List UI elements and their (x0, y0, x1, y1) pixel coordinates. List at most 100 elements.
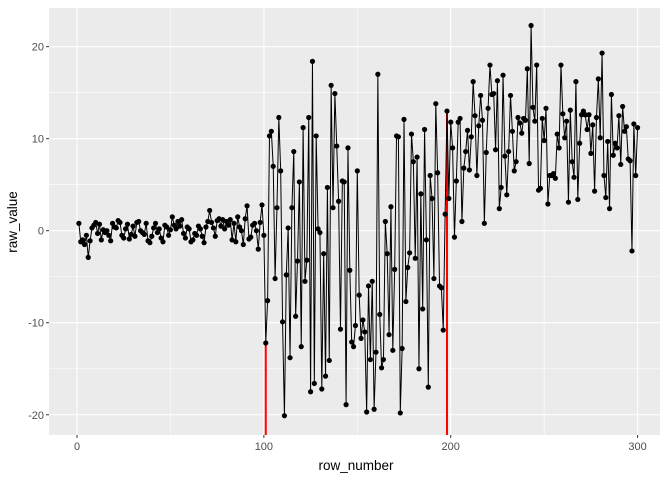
data-point (270, 163, 276, 169)
data-point (210, 225, 217, 231)
data-point (272, 275, 278, 282)
data-point (227, 217, 233, 223)
data-point (194, 232, 200, 238)
data-point (502, 153, 508, 159)
data-point (472, 113, 478, 119)
data-point (397, 410, 403, 416)
data-point (334, 143, 340, 149)
data-point (410, 159, 416, 165)
data-point (403, 298, 409, 305)
data-point (629, 248, 635, 254)
data-point (130, 223, 136, 229)
data-point (623, 124, 629, 130)
data-point (524, 66, 530, 72)
data-point (390, 347, 396, 353)
gridlines (49, 8, 660, 435)
data-point (203, 224, 209, 230)
data-point (356, 292, 362, 298)
data-point (565, 199, 572, 205)
tick-labels: 0 100 200 300 -20 -10 0 10 20 (28, 42, 647, 453)
data-point (481, 220, 487, 226)
data-point (418, 191, 424, 197)
data-point (76, 220, 82, 226)
x-axis-title: row_number (318, 458, 394, 473)
data-point (207, 207, 213, 214)
data-point (500, 72, 506, 78)
data-point (601, 172, 607, 179)
data-point (326, 357, 332, 364)
data-point (483, 149, 489, 156)
data-point (504, 192, 510, 198)
data-point (534, 62, 540, 68)
data-point (358, 335, 364, 341)
data-point (354, 168, 360, 174)
data-point (592, 188, 598, 194)
data-point (300, 125, 306, 131)
data-point (449, 145, 456, 151)
data-point (577, 140, 583, 146)
data-point (478, 92, 484, 99)
data-point (251, 220, 258, 226)
data-point (429, 195, 435, 202)
data-point (311, 380, 317, 387)
data-point (328, 82, 334, 88)
data-point (571, 174, 577, 180)
x-tick-label: 100 (255, 441, 273, 453)
data-point (605, 138, 611, 145)
data-point (317, 229, 323, 236)
data-point (83, 232, 89, 238)
data-point (431, 275, 437, 282)
data-point (186, 226, 192, 232)
data-point (124, 221, 131, 227)
data-point (268, 128, 274, 134)
y-tick-label: -10 (28, 318, 44, 330)
y-axis-title: raw_value (5, 191, 20, 253)
data-point (444, 108, 450, 114)
data-point (341, 179, 347, 185)
data-point (279, 319, 286, 325)
data-point (463, 148, 469, 155)
data-point (96, 221, 103, 227)
data-point (407, 250, 413, 256)
data-point (113, 225, 119, 231)
data-point (160, 239, 166, 245)
data-point (337, 326, 344, 332)
y-tick-label: 0 (38, 226, 44, 238)
data-point (522, 117, 529, 123)
data-point (550, 171, 557, 177)
data-point (464, 127, 471, 133)
data-point (169, 214, 175, 220)
data-point (539, 115, 545, 122)
data-point (285, 225, 291, 231)
data-point (556, 145, 562, 151)
data-point (487, 62, 493, 68)
data-point (276, 114, 282, 121)
data-point (322, 373, 329, 379)
data-point (321, 251, 327, 257)
data-point (242, 216, 248, 222)
x-tick-label: 300 (628, 441, 646, 453)
data-point (240, 241, 246, 248)
data-point (423, 237, 430, 243)
data-point (306, 114, 312, 121)
y-tick-label: -20 (28, 410, 44, 422)
data-point (281, 413, 288, 419)
data-point (388, 204, 394, 210)
data-point (369, 278, 375, 284)
data-point (212, 233, 218, 239)
data-point (470, 79, 476, 85)
data-point (567, 107, 573, 113)
data-point (208, 219, 215, 226)
data-point (345, 145, 351, 151)
data-point (298, 344, 304, 350)
change-point-lines (264, 111, 448, 435)
data-point (117, 219, 123, 226)
data-point (408, 131, 415, 137)
data-point (173, 226, 179, 232)
data-point (392, 266, 398, 272)
data-point (382, 218, 388, 225)
data-point (582, 112, 588, 118)
data-point (362, 329, 368, 335)
data-point (627, 158, 633, 164)
data-point (631, 121, 637, 127)
